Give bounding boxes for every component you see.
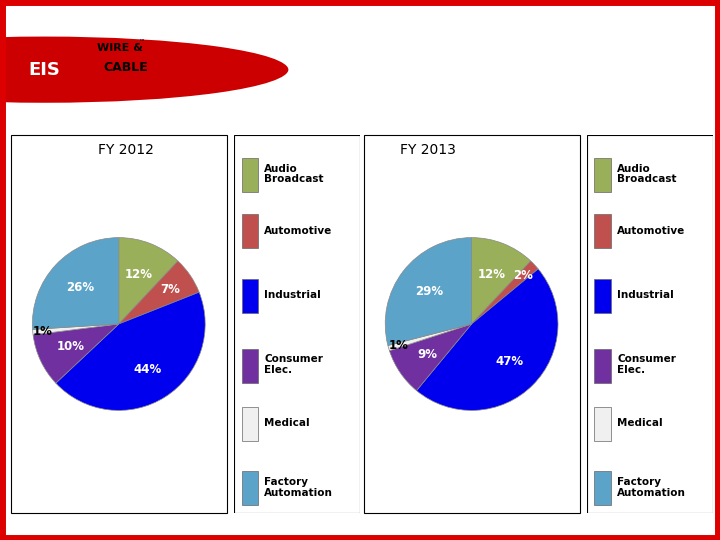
Wedge shape (390, 324, 472, 390)
Text: Audio
Broadcast: Audio Broadcast (617, 164, 677, 184)
Text: 12%: 12% (477, 268, 505, 281)
Text: 10%: 10% (56, 340, 84, 353)
Bar (594, 279, 611, 313)
Wedge shape (119, 261, 199, 324)
Bar (242, 471, 258, 505)
Text: CABLE: CABLE (103, 61, 148, 74)
Circle shape (0, 36, 289, 104)
Text: FY2012 vs. FY2013: FY2012 vs. FY2013 (269, 23, 595, 52)
Bar (242, 407, 258, 441)
Text: EIS: EIS (29, 60, 60, 79)
Bar (6, 25, 161, 114)
Text: Consumer
Elec.: Consumer Elec. (264, 354, 323, 375)
Wedge shape (56, 292, 205, 410)
Text: 2%: 2% (513, 269, 534, 282)
Text: Automotive: Automotive (617, 226, 685, 235)
Text: 9%: 9% (418, 348, 437, 361)
Text: Factory
Automation: Factory Automation (617, 477, 686, 498)
Text: Consumer
Elec.: Consumer Elec. (617, 354, 676, 375)
Text: FY 2013: FY 2013 (400, 144, 456, 158)
Bar (594, 407, 611, 441)
Text: Medical: Medical (264, 418, 310, 428)
Text: Factory
Automation: Factory Automation (264, 477, 333, 498)
Text: Medical: Medical (617, 418, 662, 428)
Bar (594, 471, 611, 505)
Bar (242, 349, 258, 382)
Text: ™: ™ (138, 40, 145, 45)
Text: 29%: 29% (415, 285, 444, 298)
Text: 7%: 7% (161, 282, 180, 295)
Wedge shape (32, 324, 119, 335)
Text: 12%: 12% (125, 268, 153, 281)
Wedge shape (472, 238, 531, 324)
Text: 47%: 47% (495, 355, 523, 368)
Wedge shape (417, 269, 558, 410)
Wedge shape (388, 324, 472, 350)
Text: Automotive: Automotive (264, 226, 333, 235)
Text: 26%: 26% (66, 281, 94, 294)
Text: WIRE &: WIRE & (97, 43, 143, 52)
Wedge shape (33, 324, 119, 383)
Bar (242, 279, 258, 313)
Wedge shape (32, 238, 119, 329)
Text: Industrial: Industrial (264, 290, 321, 300)
Text: 44%: 44% (133, 363, 161, 376)
Bar (594, 214, 611, 248)
Wedge shape (385, 238, 472, 346)
Text: 1%: 1% (33, 325, 53, 338)
Text: BY MARKET: BY MARKET (356, 94, 508, 118)
Text: FY 2012: FY 2012 (98, 144, 154, 158)
Wedge shape (472, 261, 538, 324)
Text: Industrial: Industrial (617, 290, 674, 300)
Bar (594, 158, 611, 192)
Text: Wired for Excellence: Wired for Excellence (103, 87, 167, 92)
Bar (242, 158, 258, 192)
Wedge shape (119, 238, 178, 324)
Text: COMMERCIAL SALES: COMMERCIAL SALES (297, 59, 567, 84)
Text: Audio
Broadcast: Audio Broadcast (264, 164, 324, 184)
Text: 1%: 1% (389, 339, 408, 352)
Bar (242, 214, 258, 248)
Bar (594, 349, 611, 382)
